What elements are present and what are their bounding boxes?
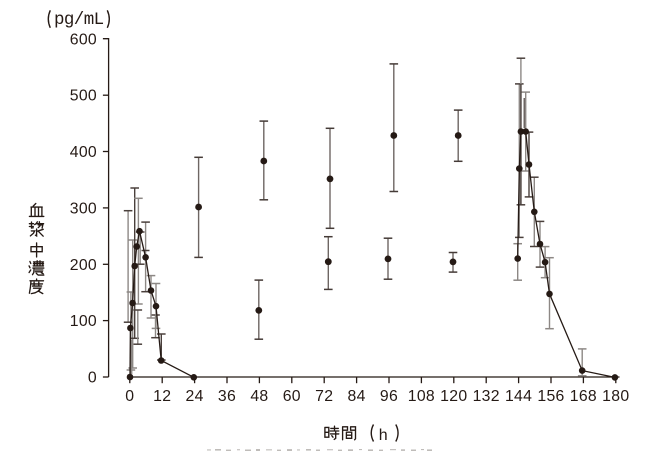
svg-text:48: 48: [250, 388, 268, 405]
svg-text:72: 72: [315, 388, 333, 405]
svg-text:0: 0: [88, 370, 97, 387]
svg-text:60: 60: [283, 388, 301, 405]
svg-text:168: 168: [570, 388, 597, 405]
svg-text:156: 156: [537, 388, 564, 405]
svg-text:84: 84: [348, 388, 366, 405]
svg-text:144: 144: [505, 388, 532, 405]
svg-text:180: 180: [602, 388, 629, 405]
svg-text:96: 96: [380, 388, 398, 405]
svg-text:132: 132: [473, 388, 500, 405]
svg-text:24: 24: [186, 388, 204, 405]
svg-text:36: 36: [218, 388, 236, 405]
svg-text:500: 500: [70, 88, 97, 105]
svg-text:h: h: [379, 427, 388, 444]
svg-text:100: 100: [70, 313, 97, 330]
svg-text:200: 200: [70, 257, 97, 274]
svg-text:120: 120: [440, 388, 467, 405]
svg-text:0: 0: [125, 388, 134, 405]
svg-text:12: 12: [153, 388, 171, 405]
svg-text:300: 300: [70, 200, 97, 217]
svg-text:pg/mL: pg/mL: [54, 10, 104, 30]
svg-text:400: 400: [70, 144, 97, 161]
svg-text:108: 108: [408, 388, 435, 405]
svg-text:600: 600: [70, 31, 97, 48]
